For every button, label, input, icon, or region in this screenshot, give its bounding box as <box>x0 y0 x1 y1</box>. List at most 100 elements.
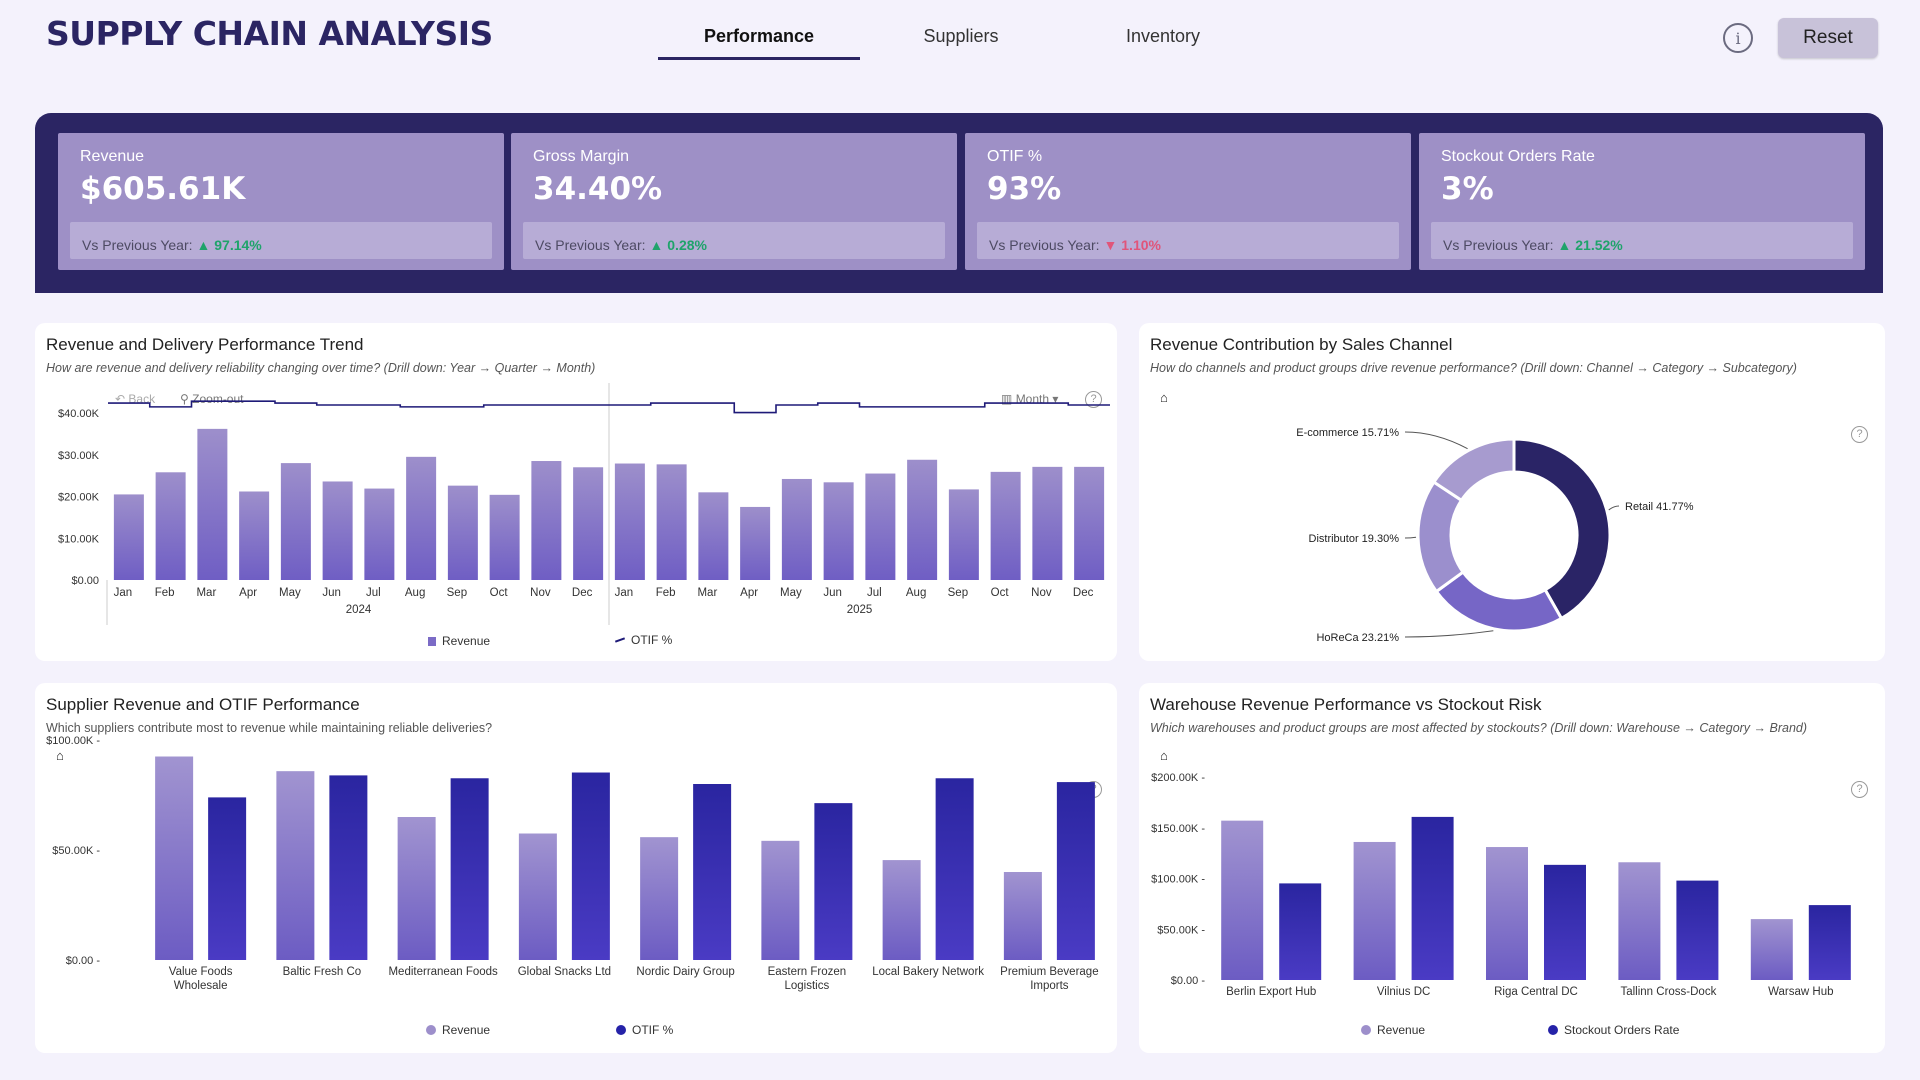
revenue-bar[interactable] <box>276 771 315 960</box>
secondary-bar[interactable] <box>1544 864 1586 980</box>
revenue-bar[interactable] <box>698 492 729 580</box>
tab-suppliers[interactable]: Suppliers <box>923 26 999 46</box>
x-tick-label: Premium Beverage Imports <box>1000 966 1098 992</box>
revenue-bar[interactable] <box>1003 872 1042 960</box>
revenue-bar[interactable] <box>781 478 812 580</box>
otif-line[interactable] <box>108 400 1110 414</box>
warehouse-chart: $0.00 - $50.00K - $100.00K - $150.00K - $200… <box>1151 772 1851 998</box>
zoom-out-button[interactable]: ⚲ Zoom-out <box>180 392 244 406</box>
revenue-bar[interactable] <box>322 481 353 580</box>
revenue-bar[interactable] <box>740 506 771 580</box>
warehouse-legend-stockout[interactable]: Stockout Orders Rate <box>1548 1023 1679 1037</box>
secondary-bar[interactable] <box>693 784 732 960</box>
secondary-bar[interactable] <box>1676 880 1719 980</box>
kpi-card: Gross Margin 34.40% Vs Previous Year: ▲ 0.2… <box>511 133 957 270</box>
revenue-bar[interactable] <box>364 488 395 580</box>
kpi-delta: ▼ 1.10% <box>1103 237 1161 253</box>
x-tick-label: Baltic Fresh Co <box>283 966 362 978</box>
secondary-bar[interactable] <box>450 778 489 960</box>
donut-slice[interactable] <box>1431 437 1516 503</box>
trend-legend-revenue[interactable]: Revenue <box>428 634 490 648</box>
revenue-bar[interactable] <box>1486 847 1528 980</box>
revenue-bar[interactable] <box>1032 466 1063 580</box>
revenue-bar[interactable] <box>197 428 228 580</box>
revenue-bar[interactable] <box>882 860 921 960</box>
revenue-bar[interactable] <box>406 456 437 580</box>
revenue-bar[interactable] <box>573 467 604 580</box>
revenue-bar[interactable] <box>155 472 186 580</box>
revenue-bar[interactable] <box>990 471 1021 580</box>
secondary-bar[interactable] <box>1411 816 1454 980</box>
revenue-bar[interactable] <box>113 494 144 580</box>
revenue-bar[interactable] <box>1618 862 1661 980</box>
reset-button[interactable]: Reset <box>1778 18 1878 58</box>
revenue-bar[interactable] <box>280 463 311 580</box>
tab-performance[interactable]: Performance <box>658 24 860 60</box>
back-icon: ↶ <box>115 392 126 406</box>
donut-label: Distributor 19.30% <box>1309 533 1400 545</box>
secondary-bar[interactable] <box>571 772 610 960</box>
legend-label: OTIF % <box>632 1023 674 1037</box>
info-icon[interactable]: i <box>1723 23 1753 53</box>
granularity-dropdown[interactable]: ▥ Month ▾ <box>1001 392 1059 406</box>
home-icon[interactable]: ⌂ <box>56 748 64 763</box>
revenue-bar[interactable] <box>640 837 679 960</box>
revenue-bar[interactable] <box>656 464 687 580</box>
secondary-bar[interactable] <box>1056 782 1095 960</box>
donut-leader-line <box>1404 630 1494 638</box>
back-label: Back <box>128 392 156 406</box>
secondary-bar[interactable] <box>329 775 368 960</box>
donut-slice[interactable] <box>1434 569 1564 633</box>
supplier-legend-otif[interactable]: OTIF % <box>616 1023 673 1037</box>
kpi-label: Stockout Orders Rate <box>1441 148 1595 165</box>
revenue-bar[interactable] <box>1750 919 1793 980</box>
donut-slice[interactable] <box>1512 437 1612 621</box>
x-tick-label: Berlin Export Hub <box>1226 986 1316 998</box>
secondary-bar[interactable] <box>208 797 247 960</box>
revenue-bar[interactable] <box>489 494 520 580</box>
revenue-bar[interactable] <box>447 485 478 580</box>
revenue-bar[interactable] <box>761 840 800 960</box>
legend-label: Revenue <box>1377 1023 1426 1037</box>
revenue-bar[interactable] <box>531 461 562 580</box>
back-button[interactable]: ↶ Back <box>115 392 155 406</box>
revenue-bar[interactable] <box>1353 841 1396 980</box>
tab-inventory[interactable]: Inventory <box>1125 26 1201 46</box>
x-tick-label: Nordic Dairy Group <box>636 966 734 978</box>
help-icon[interactable]: ? <box>1085 391 1102 408</box>
home-icon[interactable]: ⌂ <box>1160 748 1168 763</box>
x-tick-label: Sep <box>447 587 467 599</box>
revenue-bar[interactable] <box>397 817 436 960</box>
revenue-bar[interactable] <box>239 491 270 580</box>
x-tick-label: Dec <box>1073 587 1094 599</box>
revenue-bar[interactable] <box>155 756 194 961</box>
revenue-bar[interactable] <box>948 489 979 580</box>
kpi-compare-label: Vs Previous Year: <box>535 237 646 253</box>
revenue-bar[interactable] <box>865 473 896 580</box>
secondary-bar[interactable] <box>814 803 853 960</box>
warehouse-legend-revenue[interactable]: Revenue <box>1361 1023 1425 1037</box>
kpi-card: Stockout Orders Rate 3% Vs Previous Year: ▲… <box>1419 133 1865 270</box>
secondary-bar[interactable] <box>1279 883 1322 980</box>
x-tick-label: Oct <box>991 587 1010 599</box>
revenue-bar[interactable] <box>907 459 938 580</box>
trend-legend-otif[interactable]: OTIF % <box>614 633 672 647</box>
x-tick-label: Aug <box>906 587 926 599</box>
kpi-card: OTIF % 93% Vs Previous Year: ▼ 1.10% <box>965 133 1411 270</box>
x-tick-label: Jun <box>823 587 842 599</box>
secondary-bar[interactable] <box>1808 905 1851 980</box>
revenue-bar[interactable] <box>1074 466 1105 580</box>
y-tick-label: $50.00K - <box>1157 924 1205 936</box>
help-icon[interactable]: ? <box>1851 781 1868 798</box>
legend-swatch <box>1361 1025 1371 1035</box>
revenue-bar[interactable] <box>518 833 557 961</box>
supplier-chart: $0.00 - $50.00K - $100.00K - Value Foods Who… <box>46 735 1098 992</box>
y-tick-label: $10.00K <box>58 533 100 545</box>
home-icon[interactable]: ⌂ <box>1160 390 1168 405</box>
supplier-legend-revenue[interactable]: Revenue <box>426 1023 490 1037</box>
revenue-bar[interactable] <box>1221 820 1264 980</box>
secondary-bar[interactable] <box>935 778 974 960</box>
help-icon[interactable]: ? <box>1851 426 1868 443</box>
revenue-bar[interactable] <box>614 463 645 580</box>
revenue-bar[interactable] <box>823 482 854 580</box>
